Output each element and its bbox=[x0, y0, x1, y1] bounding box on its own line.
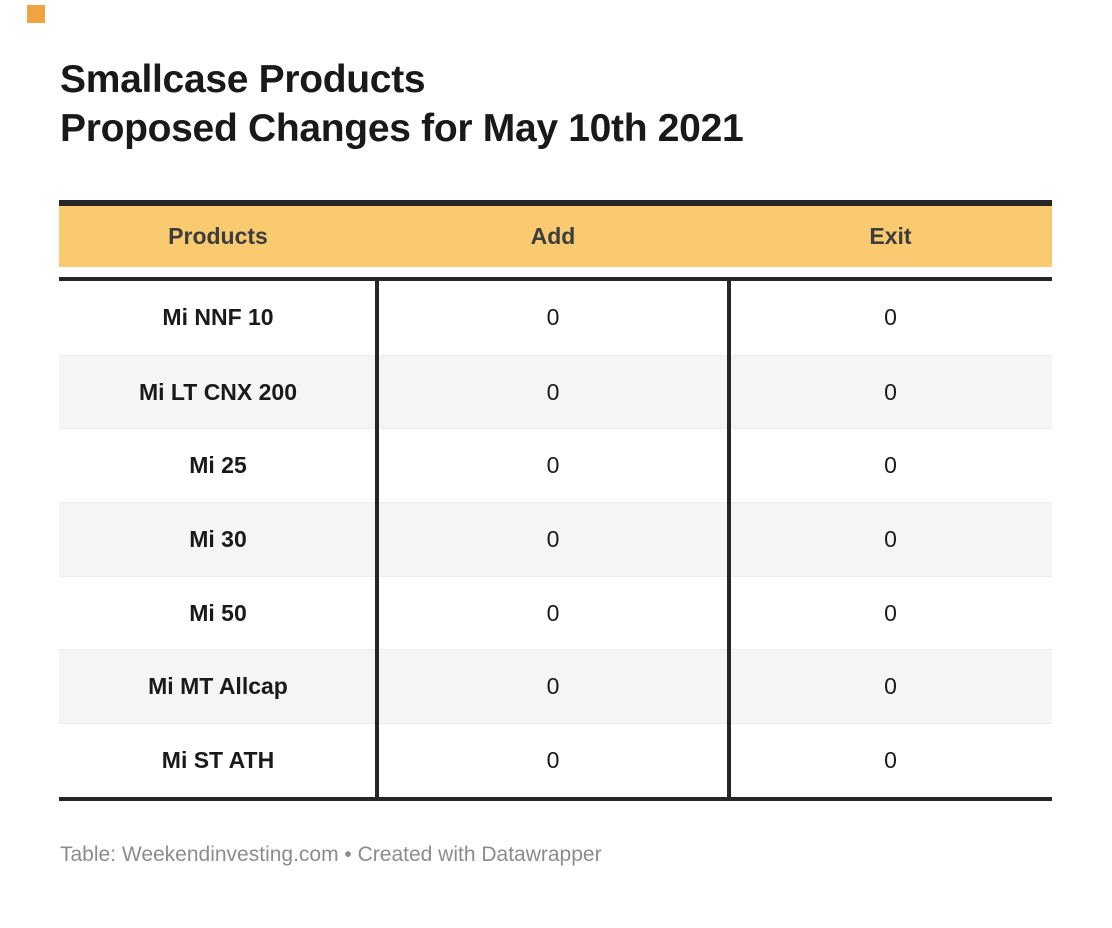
column-header-products: Products bbox=[168, 223, 268, 249]
table-row: Mi 25 0 0 bbox=[59, 428, 1052, 502]
table-row: Mi NNF 10 0 0 bbox=[59, 281, 1052, 355]
exit-cell: 0 bbox=[884, 599, 897, 626]
product-cell: Mi ST ATH bbox=[161, 746, 275, 773]
title-line-1: Smallcase Products bbox=[60, 58, 426, 101]
product-cell: Mi 50 bbox=[189, 599, 247, 626]
corner-marker bbox=[27, 5, 45, 23]
add-cell: 0 bbox=[546, 378, 560, 405]
exit-cell: 0 bbox=[884, 525, 897, 552]
table-row: Mi 50 0 0 bbox=[59, 575, 1052, 650]
add-cell: 0 bbox=[546, 304, 560, 331]
table-row: Mi MT Allcap 0 0 bbox=[59, 649, 1052, 724]
table-row: Mi LT CNX 200 0 0 bbox=[59, 354, 1052, 429]
product-cell: Mi NNF 10 bbox=[162, 304, 274, 331]
column-divider bbox=[727, 281, 731, 797]
page-title: Smallcase Products Proposed Changes for … bbox=[60, 55, 744, 153]
products-table: Products Add Exit Mi NNF 10 0 0 Mi LT CN… bbox=[59, 200, 1052, 801]
add-cell: 0 bbox=[546, 746, 560, 773]
table-body: Mi NNF 10 0 0 Mi LT CNX 200 0 0 Mi 25 0 … bbox=[59, 277, 1052, 801]
add-cell: 0 bbox=[546, 525, 560, 552]
column-divider bbox=[375, 281, 379, 797]
add-cell: 0 bbox=[546, 673, 560, 700]
add-cell: 0 bbox=[546, 452, 560, 479]
product-cell: Mi LT CNX 200 bbox=[138, 378, 298, 405]
table-row: Mi ST ATH 0 0 bbox=[59, 723, 1052, 797]
table-header-row: Products Add Exit bbox=[59, 200, 1052, 267]
exit-cell: 0 bbox=[884, 304, 897, 331]
exit-cell: 0 bbox=[884, 673, 897, 700]
exit-cell: 0 bbox=[884, 746, 897, 773]
column-header-add: Add bbox=[530, 223, 576, 249]
title-line-2: Proposed Changes for May 10th 2021 bbox=[60, 107, 744, 150]
add-cell: 0 bbox=[546, 599, 560, 626]
exit-cell: 0 bbox=[884, 378, 897, 405]
table-row: Mi 30 0 0 bbox=[59, 502, 1052, 576]
exit-cell: 0 bbox=[884, 452, 897, 479]
product-cell: Mi MT Allcap bbox=[148, 673, 288, 700]
column-header-exit: Exit bbox=[869, 223, 912, 249]
product-cell: Mi 30 bbox=[189, 525, 247, 552]
attribution-text: Table: Weekendinvesting.com • Created wi… bbox=[60, 843, 602, 866]
product-cell: Mi 25 bbox=[189, 452, 247, 479]
